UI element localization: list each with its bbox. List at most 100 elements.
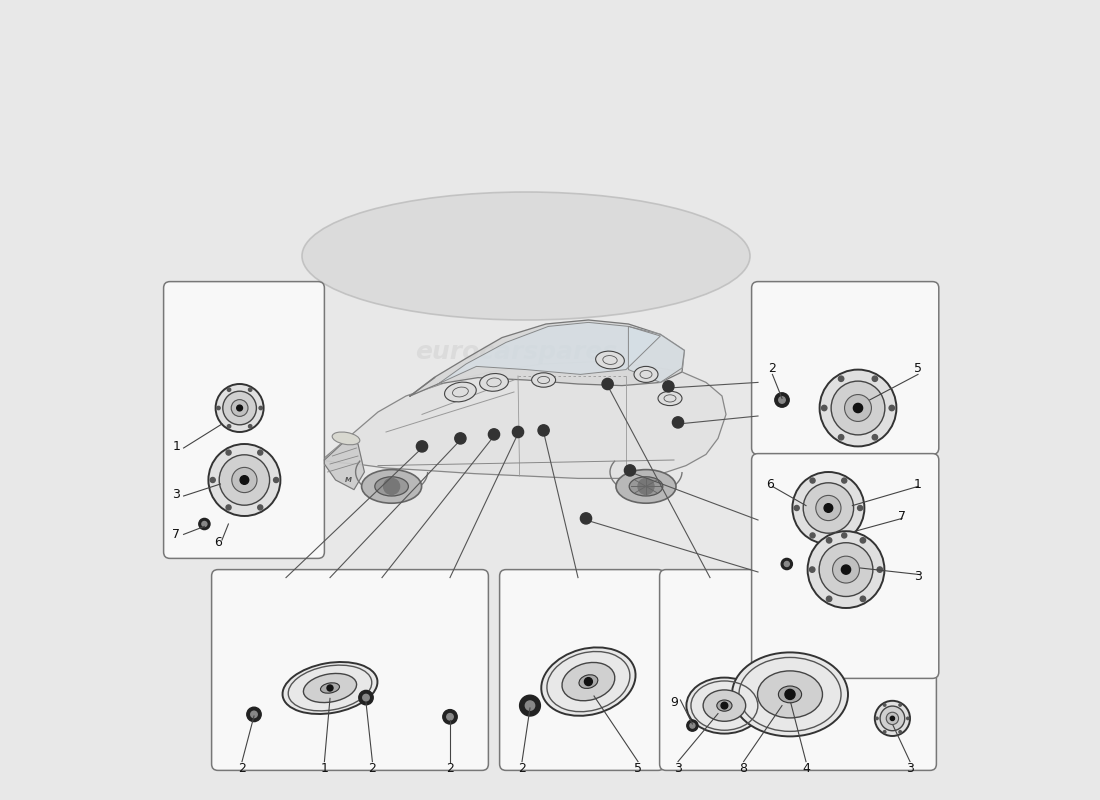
Text: 3: 3 bbox=[914, 570, 922, 582]
Text: eurocarspares: eurocarspares bbox=[416, 340, 617, 364]
FancyBboxPatch shape bbox=[499, 570, 664, 770]
Circle shape bbox=[810, 567, 815, 572]
Ellipse shape bbox=[629, 477, 663, 496]
Text: 2: 2 bbox=[447, 762, 454, 774]
Circle shape bbox=[774, 393, 789, 407]
Circle shape bbox=[210, 478, 216, 482]
Circle shape bbox=[779, 397, 785, 403]
Circle shape bbox=[417, 441, 428, 452]
Circle shape bbox=[638, 478, 654, 494]
Ellipse shape bbox=[634, 366, 658, 382]
Circle shape bbox=[854, 403, 862, 413]
FancyBboxPatch shape bbox=[164, 282, 324, 558]
Ellipse shape bbox=[686, 678, 762, 734]
Circle shape bbox=[217, 406, 220, 410]
Circle shape bbox=[454, 433, 466, 444]
Circle shape bbox=[785, 690, 795, 699]
Circle shape bbox=[877, 567, 882, 572]
Circle shape bbox=[876, 717, 878, 720]
Text: 1: 1 bbox=[173, 440, 180, 453]
Circle shape bbox=[246, 707, 261, 722]
FancyBboxPatch shape bbox=[660, 570, 936, 770]
Ellipse shape bbox=[283, 662, 377, 714]
Text: 1: 1 bbox=[320, 762, 328, 774]
Ellipse shape bbox=[717, 700, 732, 711]
Circle shape bbox=[672, 417, 683, 428]
Circle shape bbox=[803, 482, 854, 533]
Circle shape bbox=[625, 465, 636, 476]
Ellipse shape bbox=[302, 192, 750, 320]
Circle shape bbox=[384, 478, 399, 494]
Circle shape bbox=[232, 467, 257, 493]
Polygon shape bbox=[438, 322, 660, 384]
Circle shape bbox=[538, 425, 549, 436]
Ellipse shape bbox=[658, 391, 682, 406]
Circle shape bbox=[890, 716, 894, 721]
Ellipse shape bbox=[732, 653, 848, 736]
Circle shape bbox=[906, 717, 909, 720]
Circle shape bbox=[223, 391, 256, 425]
Circle shape bbox=[686, 720, 698, 731]
Circle shape bbox=[899, 730, 901, 733]
Circle shape bbox=[792, 472, 865, 544]
Circle shape bbox=[889, 406, 894, 410]
Circle shape bbox=[228, 388, 231, 391]
Circle shape bbox=[447, 714, 453, 720]
Circle shape bbox=[820, 370, 896, 446]
Ellipse shape bbox=[703, 690, 746, 722]
Circle shape bbox=[822, 406, 827, 410]
Text: 2: 2 bbox=[769, 362, 777, 374]
Circle shape bbox=[226, 505, 231, 510]
Ellipse shape bbox=[304, 674, 356, 702]
Ellipse shape bbox=[320, 683, 340, 693]
Text: 7: 7 bbox=[898, 510, 906, 522]
Circle shape bbox=[824, 504, 833, 512]
Polygon shape bbox=[410, 320, 684, 396]
Circle shape bbox=[842, 565, 850, 574]
Circle shape bbox=[781, 558, 792, 570]
Circle shape bbox=[872, 434, 878, 440]
Circle shape bbox=[899, 704, 901, 706]
FancyBboxPatch shape bbox=[751, 282, 938, 454]
Circle shape bbox=[488, 429, 499, 440]
FancyBboxPatch shape bbox=[751, 454, 938, 678]
Ellipse shape bbox=[616, 470, 676, 503]
Circle shape bbox=[872, 376, 878, 382]
Circle shape bbox=[526, 701, 535, 710]
Circle shape bbox=[602, 378, 613, 390]
Circle shape bbox=[794, 506, 800, 510]
Text: 3: 3 bbox=[173, 488, 180, 501]
Ellipse shape bbox=[758, 671, 823, 718]
Text: 6: 6 bbox=[214, 536, 222, 549]
Polygon shape bbox=[628, 326, 684, 382]
Circle shape bbox=[249, 388, 252, 391]
Ellipse shape bbox=[595, 351, 625, 369]
Circle shape bbox=[833, 556, 859, 583]
Circle shape bbox=[443, 710, 458, 724]
Circle shape bbox=[202, 522, 207, 526]
Circle shape bbox=[236, 405, 242, 411]
Circle shape bbox=[807, 531, 884, 608]
Circle shape bbox=[860, 596, 866, 602]
Circle shape bbox=[219, 454, 270, 506]
Polygon shape bbox=[324, 440, 364, 490]
Polygon shape bbox=[322, 362, 726, 478]
Circle shape bbox=[226, 450, 231, 455]
Ellipse shape bbox=[362, 470, 421, 503]
Circle shape bbox=[690, 723, 695, 728]
Circle shape bbox=[842, 478, 847, 483]
Text: 2: 2 bbox=[518, 762, 526, 774]
Ellipse shape bbox=[444, 382, 476, 402]
Circle shape bbox=[858, 506, 862, 510]
Circle shape bbox=[513, 426, 524, 438]
Ellipse shape bbox=[541, 647, 636, 716]
Text: 8: 8 bbox=[739, 762, 748, 774]
Text: 2: 2 bbox=[368, 762, 376, 774]
Text: 5: 5 bbox=[914, 362, 922, 374]
Circle shape bbox=[826, 538, 832, 543]
Circle shape bbox=[810, 478, 815, 483]
Circle shape bbox=[240, 476, 249, 484]
Circle shape bbox=[784, 562, 790, 566]
Circle shape bbox=[274, 478, 278, 482]
Circle shape bbox=[363, 694, 370, 701]
